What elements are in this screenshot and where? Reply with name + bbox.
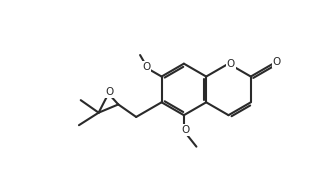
Text: O: O — [181, 125, 190, 135]
Text: O: O — [142, 62, 151, 72]
Text: O: O — [226, 59, 235, 69]
Text: O: O — [106, 87, 114, 97]
Text: O: O — [273, 57, 281, 67]
